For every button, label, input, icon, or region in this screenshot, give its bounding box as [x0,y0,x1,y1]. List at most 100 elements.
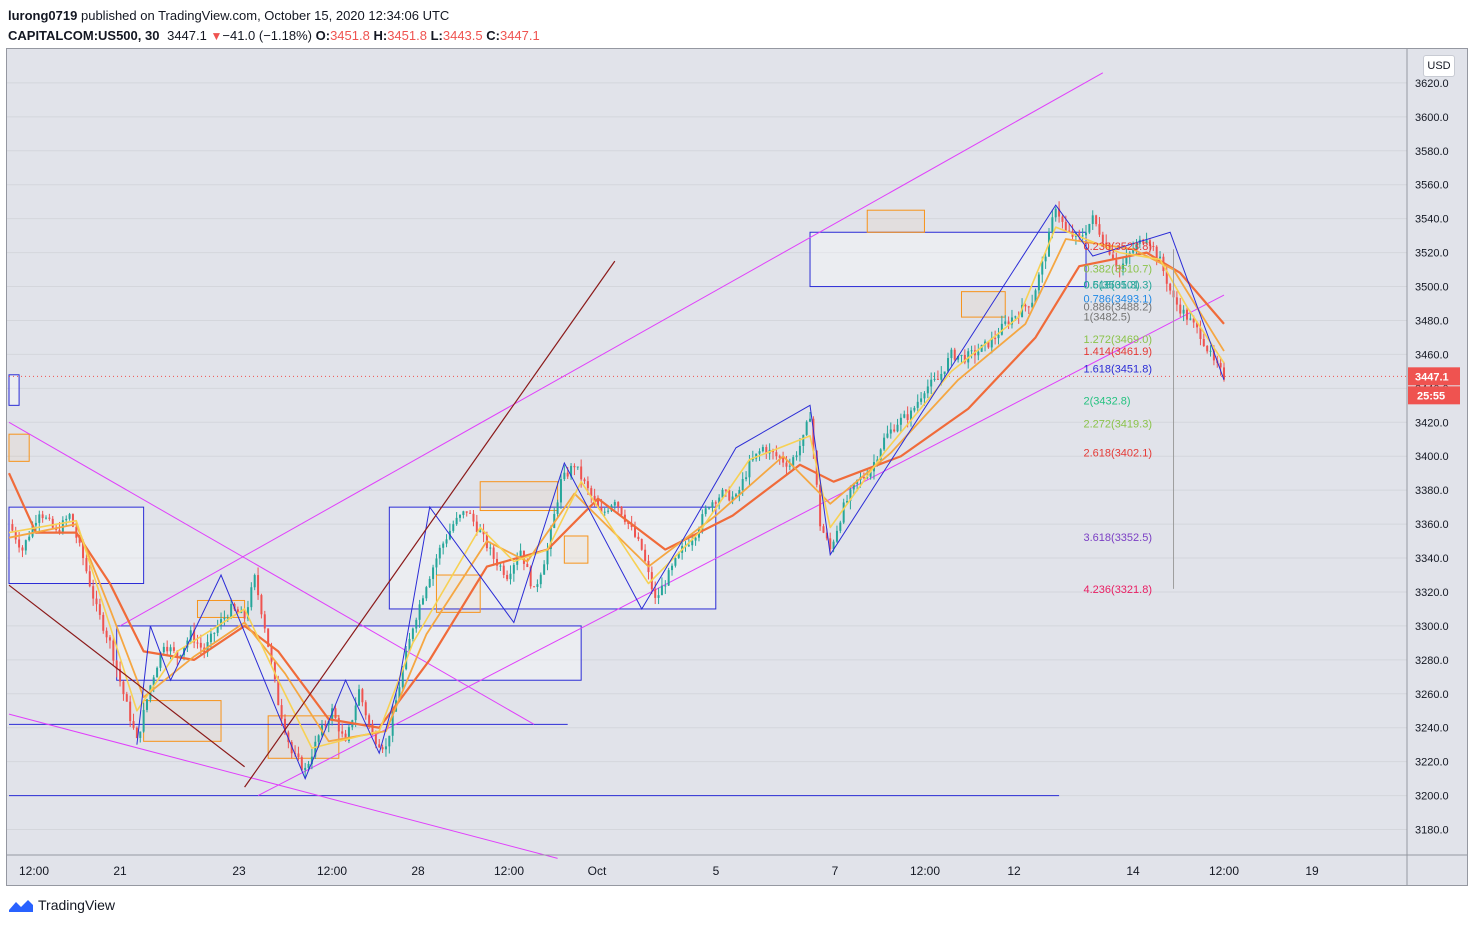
candle-body [930,379,933,387]
candle-body [1223,367,1225,380]
candle-body [129,701,132,722]
candle-body [300,757,303,771]
candle-body [223,618,226,620]
candle-body [960,354,963,357]
candle-body [543,564,546,575]
high-label: H: [373,28,388,43]
supply-zone-box [563,535,589,564]
publisher-name[interactable]: lurong0719 [8,8,78,23]
candle-body [586,481,589,489]
fib-level-label: 0.618(3501.3) [1084,279,1153,291]
candle-body [509,573,512,580]
candle-body [145,699,148,710]
candle-body [230,603,233,618]
candle-body [596,500,599,508]
candle-body [718,497,721,504]
candle-body [761,447,764,452]
low-value: 3443.5 [442,28,483,43]
candle-body [869,471,872,477]
candle-body [95,598,98,605]
footer-brand[interactable]: TradingView [8,897,115,913]
candle-body [381,747,384,750]
candle-body [135,727,138,738]
candle-body [166,646,169,652]
candle-body [246,607,249,619]
demand-zone-box [116,625,582,681]
candle-body [519,550,522,559]
candle-body [1037,274,1040,291]
candle-body [48,517,51,519]
fib-level-label: 0.786(3493.1) [1084,293,1153,305]
channel-line [8,421,535,725]
candle-body [926,386,929,394]
candle-body [738,490,741,495]
candle-body [1031,302,1034,308]
candle-body [374,734,377,745]
candle-body [947,358,950,372]
candle-body [765,447,768,454]
candle-body [708,507,711,509]
candle-body [694,537,697,541]
x-tick-label: 12:00 [910,864,940,878]
candle-body [1034,290,1037,303]
candle-body [337,718,340,732]
candle-body [371,724,374,735]
candle-body [1014,316,1017,318]
candle-body [721,489,724,498]
candle-body [805,421,808,435]
price-change: −41.0 (−1.18%) [222,28,312,43]
open-value: 3451.8 [330,28,370,43]
x-tick-label: 28 [411,864,425,878]
candle-body [556,502,559,514]
candle-body [88,571,91,587]
candle-body [990,338,993,348]
candle-body [664,585,667,587]
open-label: O: [315,28,331,43]
candle-body [257,575,260,596]
y-tick-label: 3620.0 [1415,78,1449,90]
candle-body [68,514,71,519]
candle-body [98,604,101,615]
supply-zone-box [8,433,30,462]
x-tick-label: Oct [588,864,607,878]
fib-level-label: 0.236(3523.8) [1084,241,1153,253]
candle-body [1078,233,1081,237]
candle-body [883,437,886,450]
candle-body [92,586,95,599]
channel-line [119,72,1104,627]
candle-body [425,587,428,599]
symbol-label[interactable]: CAPITALCOM:US500, 30 [8,28,160,43]
candle-body [1101,234,1104,243]
price-chart[interactable]: 0.236(3523.8) 0.382(3510.7) 0.5(3501.3)0.6… [7,49,1467,885]
candle-body [849,489,852,502]
candle-body [886,433,889,438]
currency-button[interactable]: USD [1423,55,1455,77]
x-tick-label: 12 [1007,864,1021,878]
candle-body [14,530,17,540]
candle-body [479,530,482,533]
y-tick-label: 3420.0 [1415,417,1449,429]
chart-area[interactable]: 0.236(3523.8) 0.382(3510.7) 0.5(3501.3) 0.6… [6,48,1468,886]
candle-body [1155,246,1158,259]
close-value: 3447.1 [499,28,540,43]
candle-body [51,518,54,528]
candle-body [600,507,603,513]
candle-body [196,642,199,644]
candle-body [492,547,495,559]
candle-body [108,637,111,641]
candle-body [536,584,539,587]
candle-body [334,708,337,719]
supply-zone-box [960,291,1006,318]
candle-body [778,456,781,458]
last-price-badge-label: 3447.1 [1415,371,1449,383]
candle-body [314,741,317,757]
candle-body [462,511,465,516]
candle-body [1058,208,1061,217]
candle-body [1175,297,1178,305]
candle-body [260,595,263,615]
candle-body [216,625,219,633]
candle-body [953,349,956,360]
candle-body [1189,318,1192,320]
candle-body [455,517,458,525]
candle-body [701,514,704,530]
